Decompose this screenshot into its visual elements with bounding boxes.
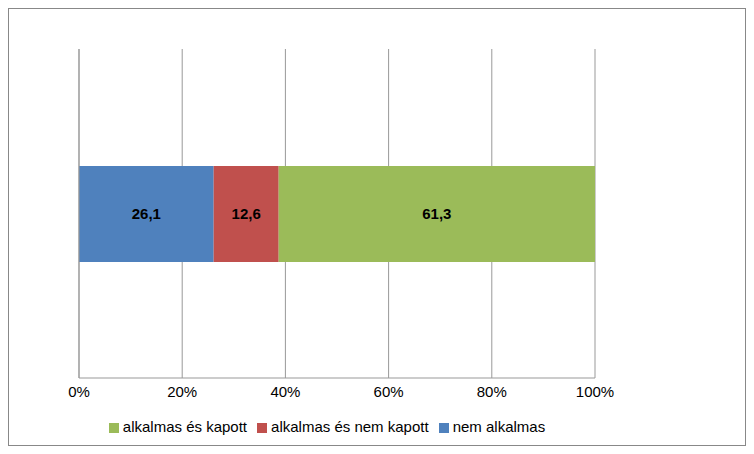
svg-text:12,6: 12,6 — [232, 205, 261, 222]
svg-text:0%: 0% — [68, 383, 90, 400]
html-text:nem alkalmas: nem alkalmas — [452, 418, 546, 435]
svg-text:80%: 80% — [477, 383, 507, 400]
svg-text:60%: 60% — [374, 383, 404, 400]
html-text:alkalmas és kapott: alkalmas és kapott — [122, 418, 247, 435]
svg-text:61,3: 61,3 — [422, 205, 451, 222]
html-text:alkalmas és nem kapott: alkalmas és nem kapott — [271, 418, 429, 435]
svg-text:40%: 40% — [270, 383, 300, 400]
svg-text:26,1: 26,1 — [132, 205, 161, 222]
svg-text:100%: 100% — [576, 383, 614, 400]
svg-text:20%: 20% — [167, 383, 197, 400]
